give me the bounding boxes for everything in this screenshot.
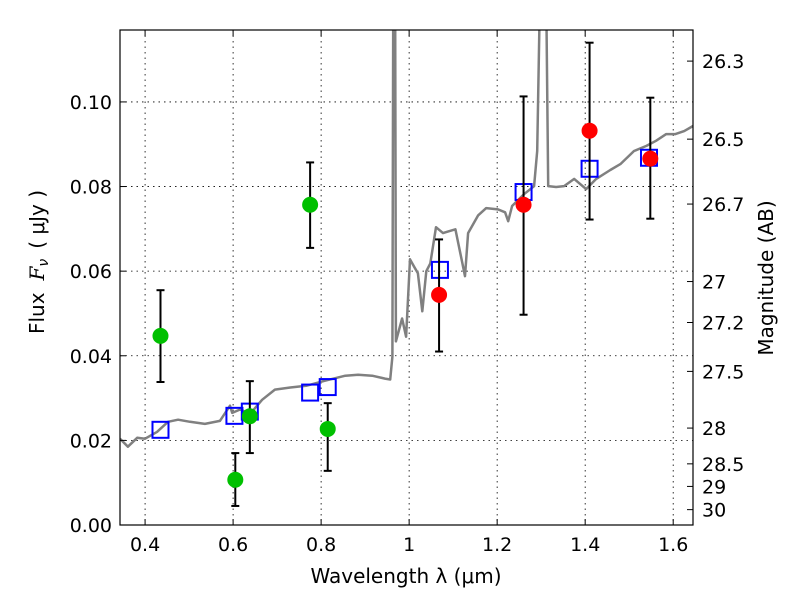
observed-green-point <box>227 471 244 488</box>
observed-red-point <box>515 196 532 213</box>
y-tick-label: 0.08 <box>70 177 112 199</box>
x-tick-label: 0.6 <box>218 534 248 556</box>
y2-tick-label: 30 <box>702 500 726 522</box>
y2-axis-label: Magnitude (AB) <box>754 200 778 355</box>
y2-tick-label: 27 <box>702 272 726 294</box>
y-axis-label-prefix: Flux <box>25 292 49 334</box>
model-square <box>318 378 337 397</box>
x-tick-label: 0.8 <box>306 534 336 556</box>
observed-green-point <box>302 196 319 213</box>
y2-tick-label: 27.2 <box>702 313 744 335</box>
y2-tick-label: 29 <box>702 476 726 498</box>
y-axis-label-subscript: ν <box>36 259 52 267</box>
observed-green-point <box>319 420 336 437</box>
observed-red-point <box>431 286 448 303</box>
model-square <box>151 420 170 439</box>
y-tick-label: 0.00 <box>70 515 112 537</box>
y2-tick-label: 26.3 <box>702 51 744 73</box>
x-tick-label: 1.4 <box>570 534 600 556</box>
y-axis-label-unit: ( μJy ) <box>25 190 49 249</box>
x-tick-label: 1.6 <box>658 534 688 556</box>
plot-background <box>120 30 693 525</box>
ticks: 0.4 0.6 0.8 1 1.2 1.4 1.6 0.00 0.02 0.04 0.06 0.08 0… <box>70 30 744 556</box>
y2-tick-label: 28.5 <box>702 454 744 476</box>
y2-tick-label: 28 <box>702 418 726 440</box>
x-tick-label: 1 <box>403 534 415 556</box>
data-marks <box>120 30 693 507</box>
x-axis-label: Wavelength λ (μm) <box>310 564 501 588</box>
y-tick-label: 0.04 <box>70 346 112 368</box>
x-tick-label: 0.4 <box>130 534 160 556</box>
observed-green-point <box>241 408 258 425</box>
grid <box>120 30 693 525</box>
observed-red-point <box>581 122 598 139</box>
observed-red-point <box>642 150 659 167</box>
y-axis-label-symbol: F <box>25 265 49 281</box>
spectrum-line <box>120 30 693 448</box>
x-tick-label: 1.2 <box>482 534 512 556</box>
model-square <box>301 383 320 402</box>
observed-green-point <box>152 327 169 344</box>
y2-tick-label: 27.5 <box>702 361 744 383</box>
y-tick-label: 0.02 <box>70 430 112 452</box>
y2-tick-label: 26.5 <box>702 129 744 151</box>
y-tick-label: 0.10 <box>70 92 112 114</box>
y2-tick-label: 26.7 <box>702 194 744 216</box>
plot-frame <box>119 29 694 526</box>
y-axis-label: Flux Fν ( μJy ) <box>25 190 52 334</box>
y-tick-label: 0.06 <box>70 261 112 283</box>
